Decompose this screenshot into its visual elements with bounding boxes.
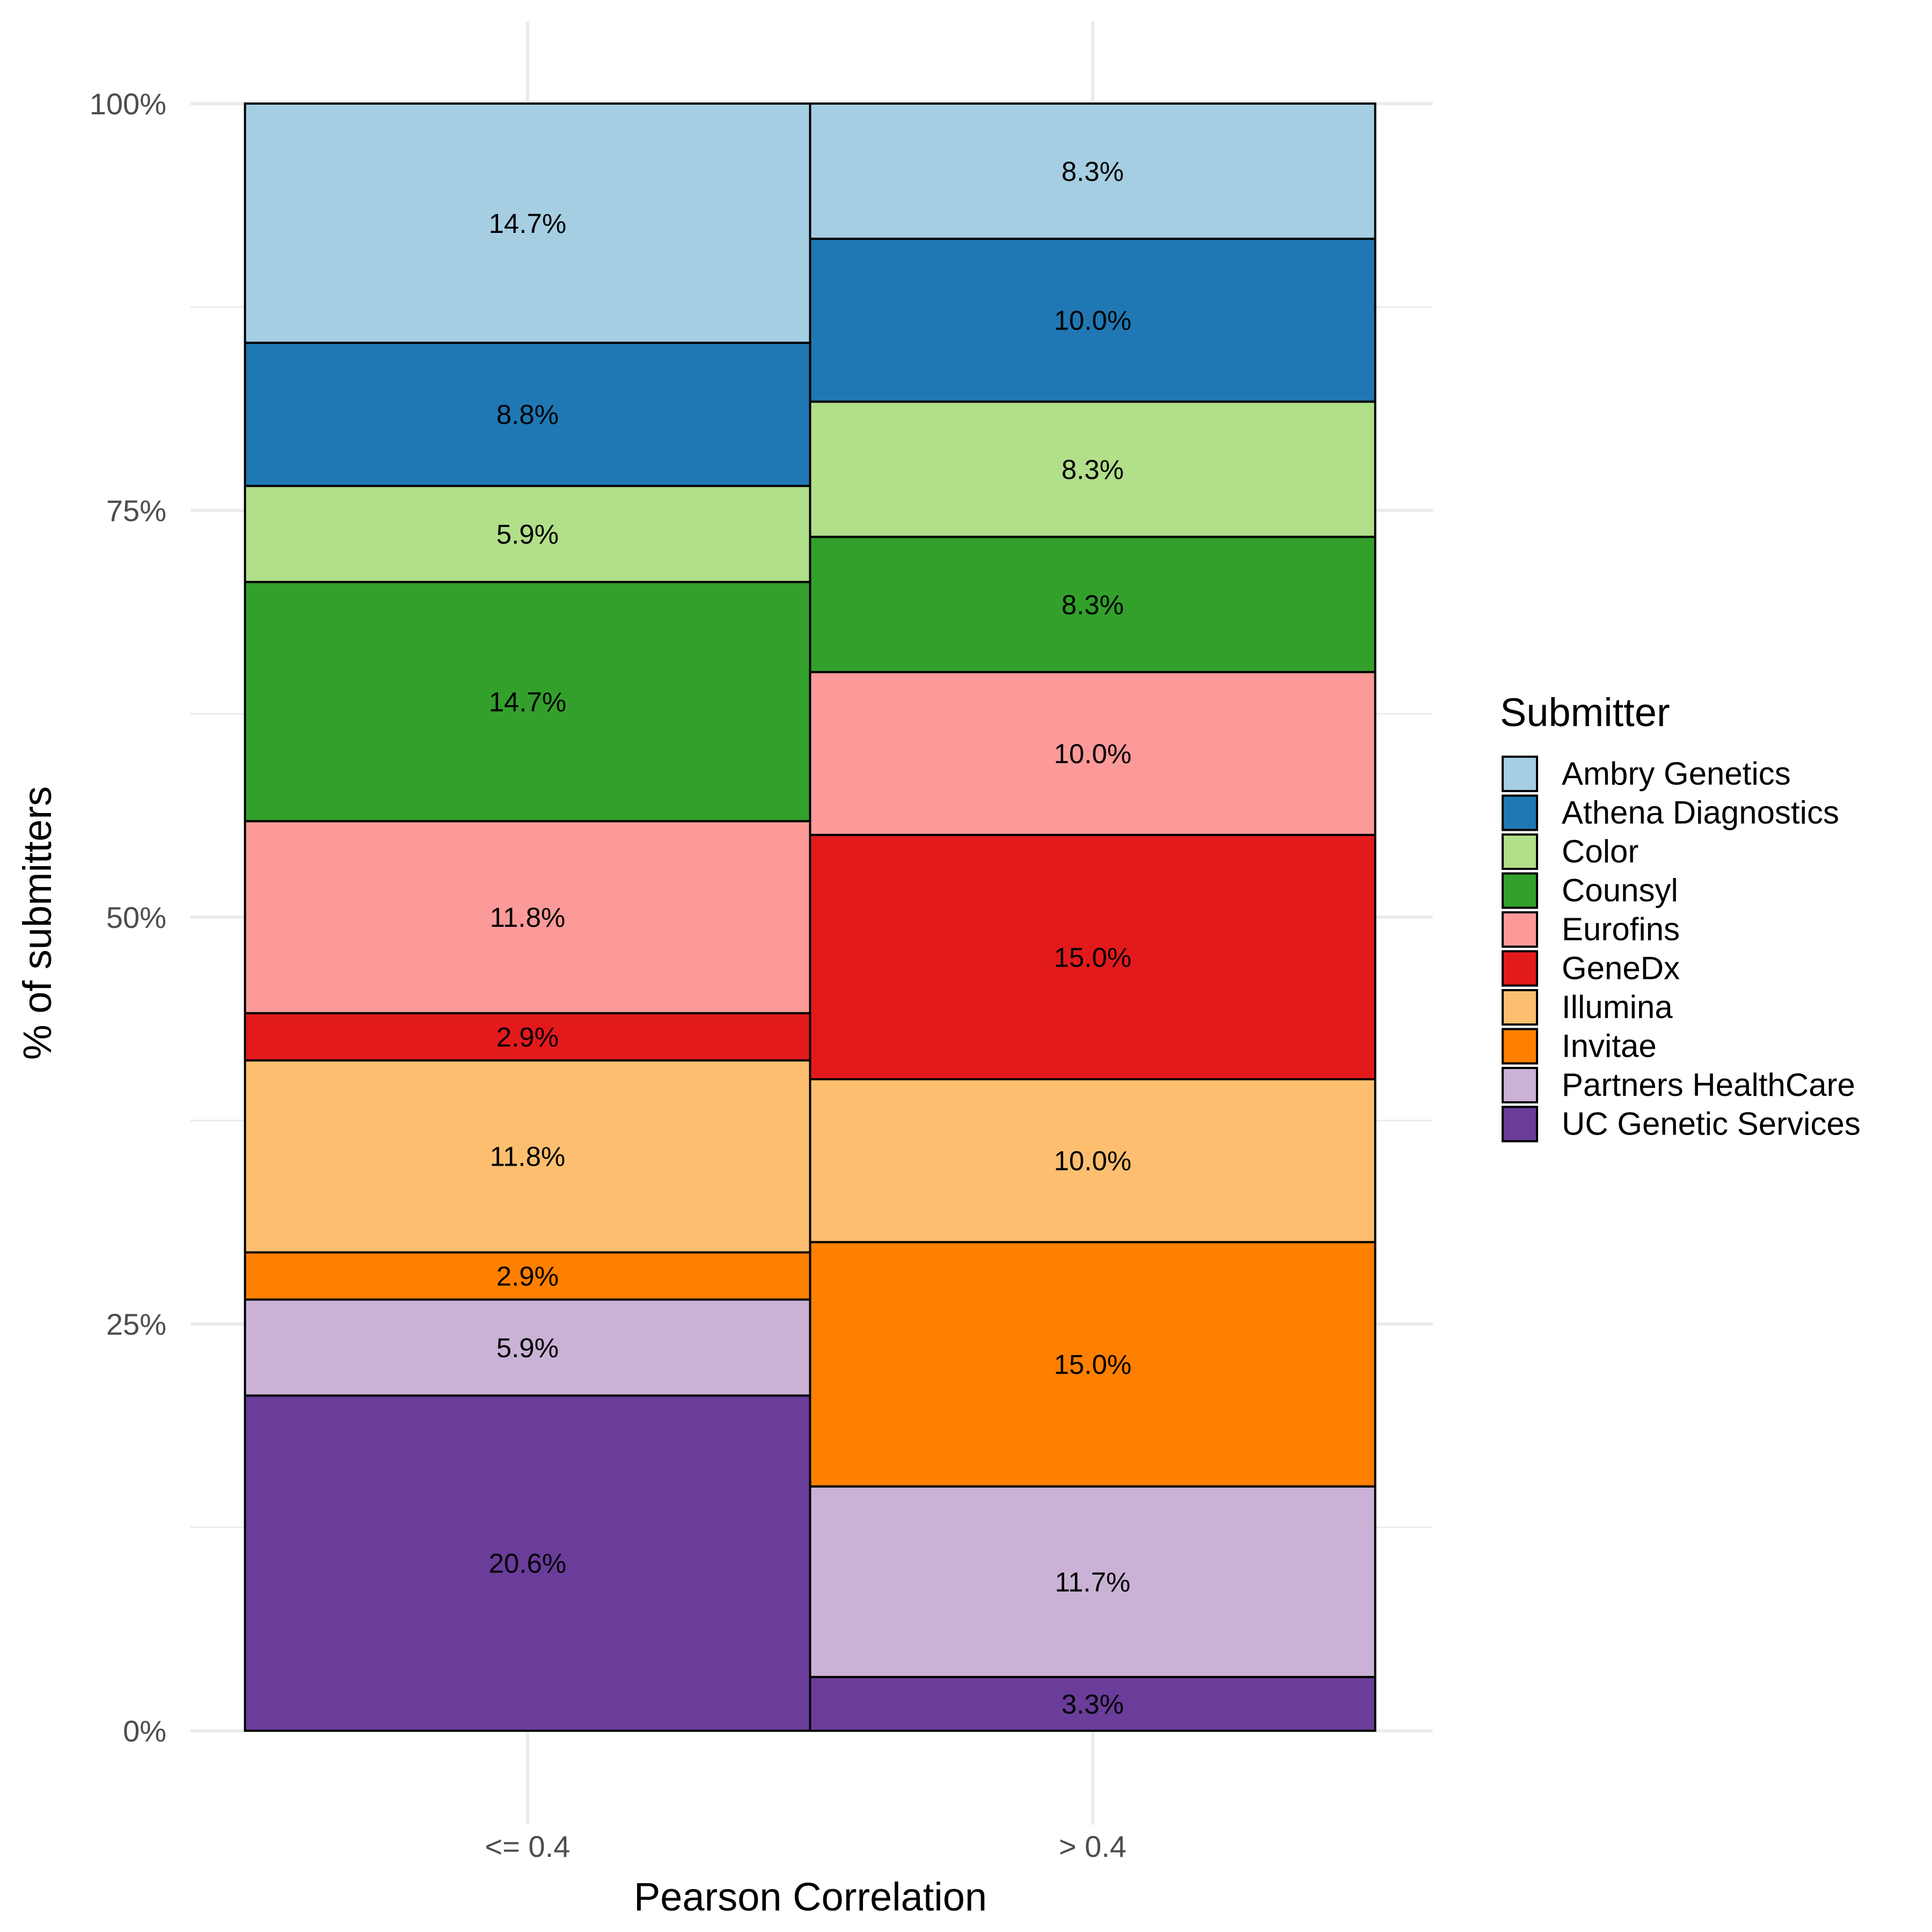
bar-segment-0-3: [244, 1059, 811, 1254]
data-label-1-0: 3.3%: [1062, 1689, 1124, 1719]
data-label-1-9: 8.3%: [1062, 156, 1124, 187]
data-label-0-6: 14.7%: [489, 686, 567, 717]
bar-stack-0: 20.6% 5.9% 2.9% 11.8% 2.9% 11.8% 14.7% 5.9% 8.8%…: [244, 103, 811, 1732]
x-axis-ticks: <= 0.4 > 0.4: [485, 1829, 1126, 1863]
legend-label-2: Color: [1562, 833, 1638, 869]
legend-item-7: Invitae: [1502, 1028, 1657, 1065]
legend-label-6: Illumina: [1562, 989, 1673, 1025]
legend-swatch-3: [1502, 872, 1538, 909]
y-axis-title: % of submitters: [15, 786, 60, 1060]
legend-swatch-2: [1502, 833, 1538, 870]
bar-segment-1-5: [809, 671, 1377, 836]
legend-item-0: Ambry Genetics: [1502, 756, 1791, 792]
legend-swatch-9: [1502, 1106, 1538, 1143]
legend-item-2: Color: [1502, 833, 1638, 870]
data-label-0-2: 2.9%: [496, 1261, 559, 1292]
data-label-0-9: 14.7%: [489, 208, 567, 239]
y-tick-label-0: 0%: [123, 1714, 166, 1748]
y-tick-label-4: 100%: [90, 87, 166, 121]
data-label-1-8: 10.0%: [1054, 305, 1132, 336]
legend-item-5: GeneDx: [1502, 950, 1680, 987]
legend-label-8: Partners HealthCare: [1562, 1067, 1855, 1103]
bar-segment-1-8: [809, 237, 1377, 403]
legend-item-3: Counsyl: [1502, 872, 1678, 909]
legend-item-4: Eurofins: [1502, 911, 1680, 948]
data-label-1-2: 15.0%: [1054, 1349, 1132, 1380]
legend-swatch-6: [1502, 989, 1538, 1026]
x-tick-label-0: <= 0.4: [485, 1829, 570, 1863]
bar-segment-0-0: [244, 1394, 811, 1732]
data-label-1-4: 15.0%: [1054, 942, 1132, 972]
data-label-0-8: 8.8%: [496, 399, 559, 430]
bar-segment-1-6: [809, 536, 1377, 674]
legend-item-8: Partners HealthCare: [1502, 1067, 1855, 1103]
bar-segment-1-4: [809, 833, 1377, 1080]
data-label-0-5: 11.8%: [490, 902, 566, 933]
legend-swatch-7: [1502, 1028, 1538, 1065]
bar-segment-0-9: [244, 103, 811, 344]
bar-segment-1-0: [809, 1675, 1377, 1732]
data-label-1-5: 10.0%: [1054, 738, 1132, 769]
legend-item-6: Illumina: [1502, 989, 1673, 1026]
bar-segment-0-8: [244, 341, 811, 487]
bar-segment-1-7: [809, 400, 1377, 538]
data-label-1-3: 10.0%: [1054, 1146, 1132, 1176]
y-tick-label-1: 25%: [106, 1307, 166, 1341]
legend-label-0: Ambry Genetics: [1562, 756, 1791, 792]
legend-label-5: GeneDx: [1562, 950, 1680, 986]
bar-segment-1-9: [809, 103, 1377, 240]
data-label-0-0: 20.6%: [489, 1548, 567, 1579]
data-label-1-7: 8.3%: [1062, 454, 1124, 485]
legend-title: Submitter: [1500, 690, 1670, 735]
legend-label-4: Eurofins: [1562, 911, 1680, 947]
bar-stack-1: 3.3% 11.7% 15.0% 10.0% 15.0% 10.0% 8.3% 8.3% 10.…: [809, 103, 1377, 1732]
legend-swatch-0: [1502, 756, 1538, 792]
data-label-0-3: 11.8%: [490, 1141, 566, 1172]
legend-label-3: Counsyl: [1562, 873, 1678, 909]
legend-label-9: UC Genetic Services: [1562, 1106, 1861, 1142]
data-label-0-7: 5.9%: [496, 519, 559, 550]
y-axis-ticks: 0% 25% 50% 75% 100%: [90, 87, 166, 1748]
data-label-0-1: 5.9%: [496, 1333, 559, 1363]
legend-item-9: UC Genetic Services: [1502, 1106, 1861, 1143]
data-label-0-4: 2.9%: [496, 1022, 559, 1052]
y-tick-label-2: 50%: [106, 901, 166, 934]
data-label-1-6: 8.3%: [1062, 589, 1124, 620]
bar-segment-0-6: [244, 581, 811, 823]
bar-segment-0-1: [244, 1298, 811, 1397]
bar-segment-0-5: [244, 820, 811, 1014]
x-axis-title: Pearson Correlation: [634, 1875, 987, 1919]
bar-segment-1-1: [809, 1485, 1377, 1678]
legend-swatch-1: [1502, 794, 1538, 831]
bar-segment-0-4: [244, 1012, 811, 1062]
bar-stacks: 20.6% 5.9% 2.9% 11.8% 2.9% 11.8% 14.7% 5.9% 8.8%…: [244, 103, 1377, 1732]
legend-label-1: Athena Diagnostics: [1562, 795, 1839, 831]
legend-label-7: Invitae: [1562, 1028, 1657, 1064]
legend-swatch-8: [1502, 1067, 1538, 1103]
legend-item-1: Athena Diagnostics: [1502, 794, 1839, 831]
y-tick-label-3: 75%: [106, 494, 166, 528]
legend-swatch-5: [1502, 950, 1538, 987]
data-label-1-1: 11.7%: [1055, 1567, 1131, 1597]
legend-swatch-4: [1502, 911, 1538, 948]
x-tick-label-1: > 0.4: [1059, 1829, 1126, 1863]
bar-segment-1-2: [809, 1241, 1377, 1488]
